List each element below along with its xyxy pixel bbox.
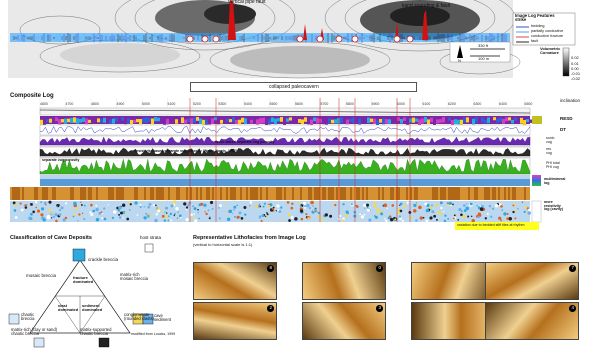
north-arrow-label: N — [458, 58, 461, 63]
composite-log-title: Composite Log — [10, 93, 54, 99]
host-strata-label: host strata — [140, 235, 162, 240]
facies-panel: 0 — [302, 262, 386, 300]
callout-karst-sounding: karst sounding & fault — [402, 3, 451, 9]
colorbar-title: Volumetric Curvature — [540, 46, 561, 55]
annot-sonic-vug: sonic-based separate vug porosity — [215, 140, 275, 144]
legend-conductive: conductive fracture — [531, 34, 564, 38]
highlight-note: variation due to bedded stiff tiles at r… — [455, 222, 539, 230]
facies-number: 0 — [376, 265, 383, 272]
clast-dominated-label: clast dominated — [58, 303, 79, 312]
legend-fault: fault — [531, 39, 539, 43]
svg-text:5800: 5800 — [346, 102, 354, 106]
svg-text:5100: 5100 — [168, 102, 176, 106]
svg-text:6400: 6400 — [499, 102, 507, 106]
facies-panel: 6 — [411, 302, 495, 340]
matrix-supported-label: matrix-supported chaotic breccia — [80, 327, 112, 337]
legend-bedding: bedding — [531, 24, 545, 28]
matrix-rich-mosaic-label: matrix-rich mosaic breccia — [120, 272, 148, 282]
facies-number: 4 — [569, 305, 576, 312]
facies-panel: 3 — [302, 302, 386, 340]
svg-text:4600: 4600 — [40, 102, 48, 106]
svg-text:5400: 5400 — [244, 102, 252, 106]
track-res-vug: res vug — [546, 147, 552, 155]
colorbar-tick-4: -0.01 — [571, 71, 581, 76]
svg-text:4800: 4800 — [91, 102, 99, 106]
annot-separate-vug: separate vug porosity — [42, 158, 80, 162]
mosaic-breccia-label: mosaic breccia — [26, 273, 57, 278]
annot-res-vug: resistivity-based separate vug porosity … — [135, 149, 238, 153]
svg-text:5600: 5600 — [295, 102, 303, 106]
svg-text:5300: 5300 — [219, 102, 227, 106]
colorbar-tick-1: 0.02 — [571, 55, 579, 60]
cave-sediment-label: cave sediment — [154, 313, 171, 323]
svg-text:4900: 4900 — [117, 102, 125, 106]
chaotic-breccia-label: chaotic breccia — [21, 312, 35, 322]
track-cavity: more resistivity log (cavity) — [544, 200, 563, 212]
svg-text:6500: 6500 — [525, 102, 533, 106]
curvature-map — [8, 0, 576, 79]
source-note: modified from Loucks, 1999 — [131, 332, 176, 336]
legend-partial: partially conductive — [531, 29, 564, 33]
conglomerate-label: conglomerate (rounded clasts) — [124, 312, 155, 322]
track-sonic-vug: sonic vug — [546, 136, 555, 144]
legend-title: Image Log Features strike — [515, 13, 555, 23]
facies-number: 7 — [569, 265, 576, 272]
facies-panel: 5 — [411, 262, 495, 300]
svg-text:6200: 6200 — [448, 102, 456, 106]
track-dt: DT — [560, 127, 566, 132]
facies-title: Representative Lithofacies from Image Lo… — [193, 235, 306, 241]
svg-text:4700: 4700 — [66, 102, 74, 106]
crackle-breccia-label: crackle breccia — [88, 257, 119, 262]
banner-text: collapsed paleocavern — [269, 83, 319, 90]
facies-panel: 8 — [193, 262, 277, 300]
facies-number: 2 — [267, 305, 274, 312]
colorbar-tick-2: 0.01 — [571, 61, 579, 66]
svg-text:6300: 6300 — [474, 102, 482, 106]
svg-text:5900: 5900 — [372, 102, 380, 106]
svg-text:5500: 5500 — [270, 102, 278, 106]
scale-m: 100 m — [478, 56, 490, 61]
facies-number: 3 — [376, 305, 383, 312]
svg-text:6000: 6000 — [397, 102, 405, 106]
cave-deposit-triangle — [8, 243, 154, 348]
scale-ft: 330 ft — [478, 43, 489, 48]
paleocavern-banner: collapsed paleocavern — [190, 82, 417, 92]
track-resd: RESD — [560, 116, 573, 121]
svg-text:6100: 6100 — [423, 102, 431, 106]
track-inclination: inclination — [560, 98, 581, 103]
facies-panel: 2 — [193, 302, 277, 340]
matrix-rich-chaotic-label: matrix-rich (clay or sand) chaotic brecc… — [11, 327, 58, 337]
colorbar-tick-3: 0.00 — [571, 66, 579, 71]
facies-panel: 4 — [485, 302, 579, 340]
callout-vertical-pipe: vertical pipe fault — [228, 0, 266, 5]
sediment-dominated-label: sediment dominated — [82, 303, 103, 312]
svg-text:5700: 5700 — [321, 102, 329, 106]
facies-number: 8 — [267, 265, 274, 272]
classification-title: Classification of Cave Deposits — [10, 235, 92, 241]
svg-text:5000: 5000 — [142, 102, 150, 106]
track-multimineral: multimineral log — [544, 177, 566, 185]
track-phi: PHI total PHI vug — [546, 161, 560, 169]
facies-panel: 7 — [485, 262, 579, 300]
svg-text:5200: 5200 — [193, 102, 201, 106]
composite-log: 4600 4700 4800 4900 5000 5100 5200 5300 5400 5500… — [10, 98, 542, 223]
facies-subtitle: (vertical to horizontal scale is 1:1) — [193, 242, 253, 247]
colorbar-tick-5: -0.02 — [571, 76, 581, 81]
fracture-dominated-label: fracture dominated — [73, 275, 94, 284]
